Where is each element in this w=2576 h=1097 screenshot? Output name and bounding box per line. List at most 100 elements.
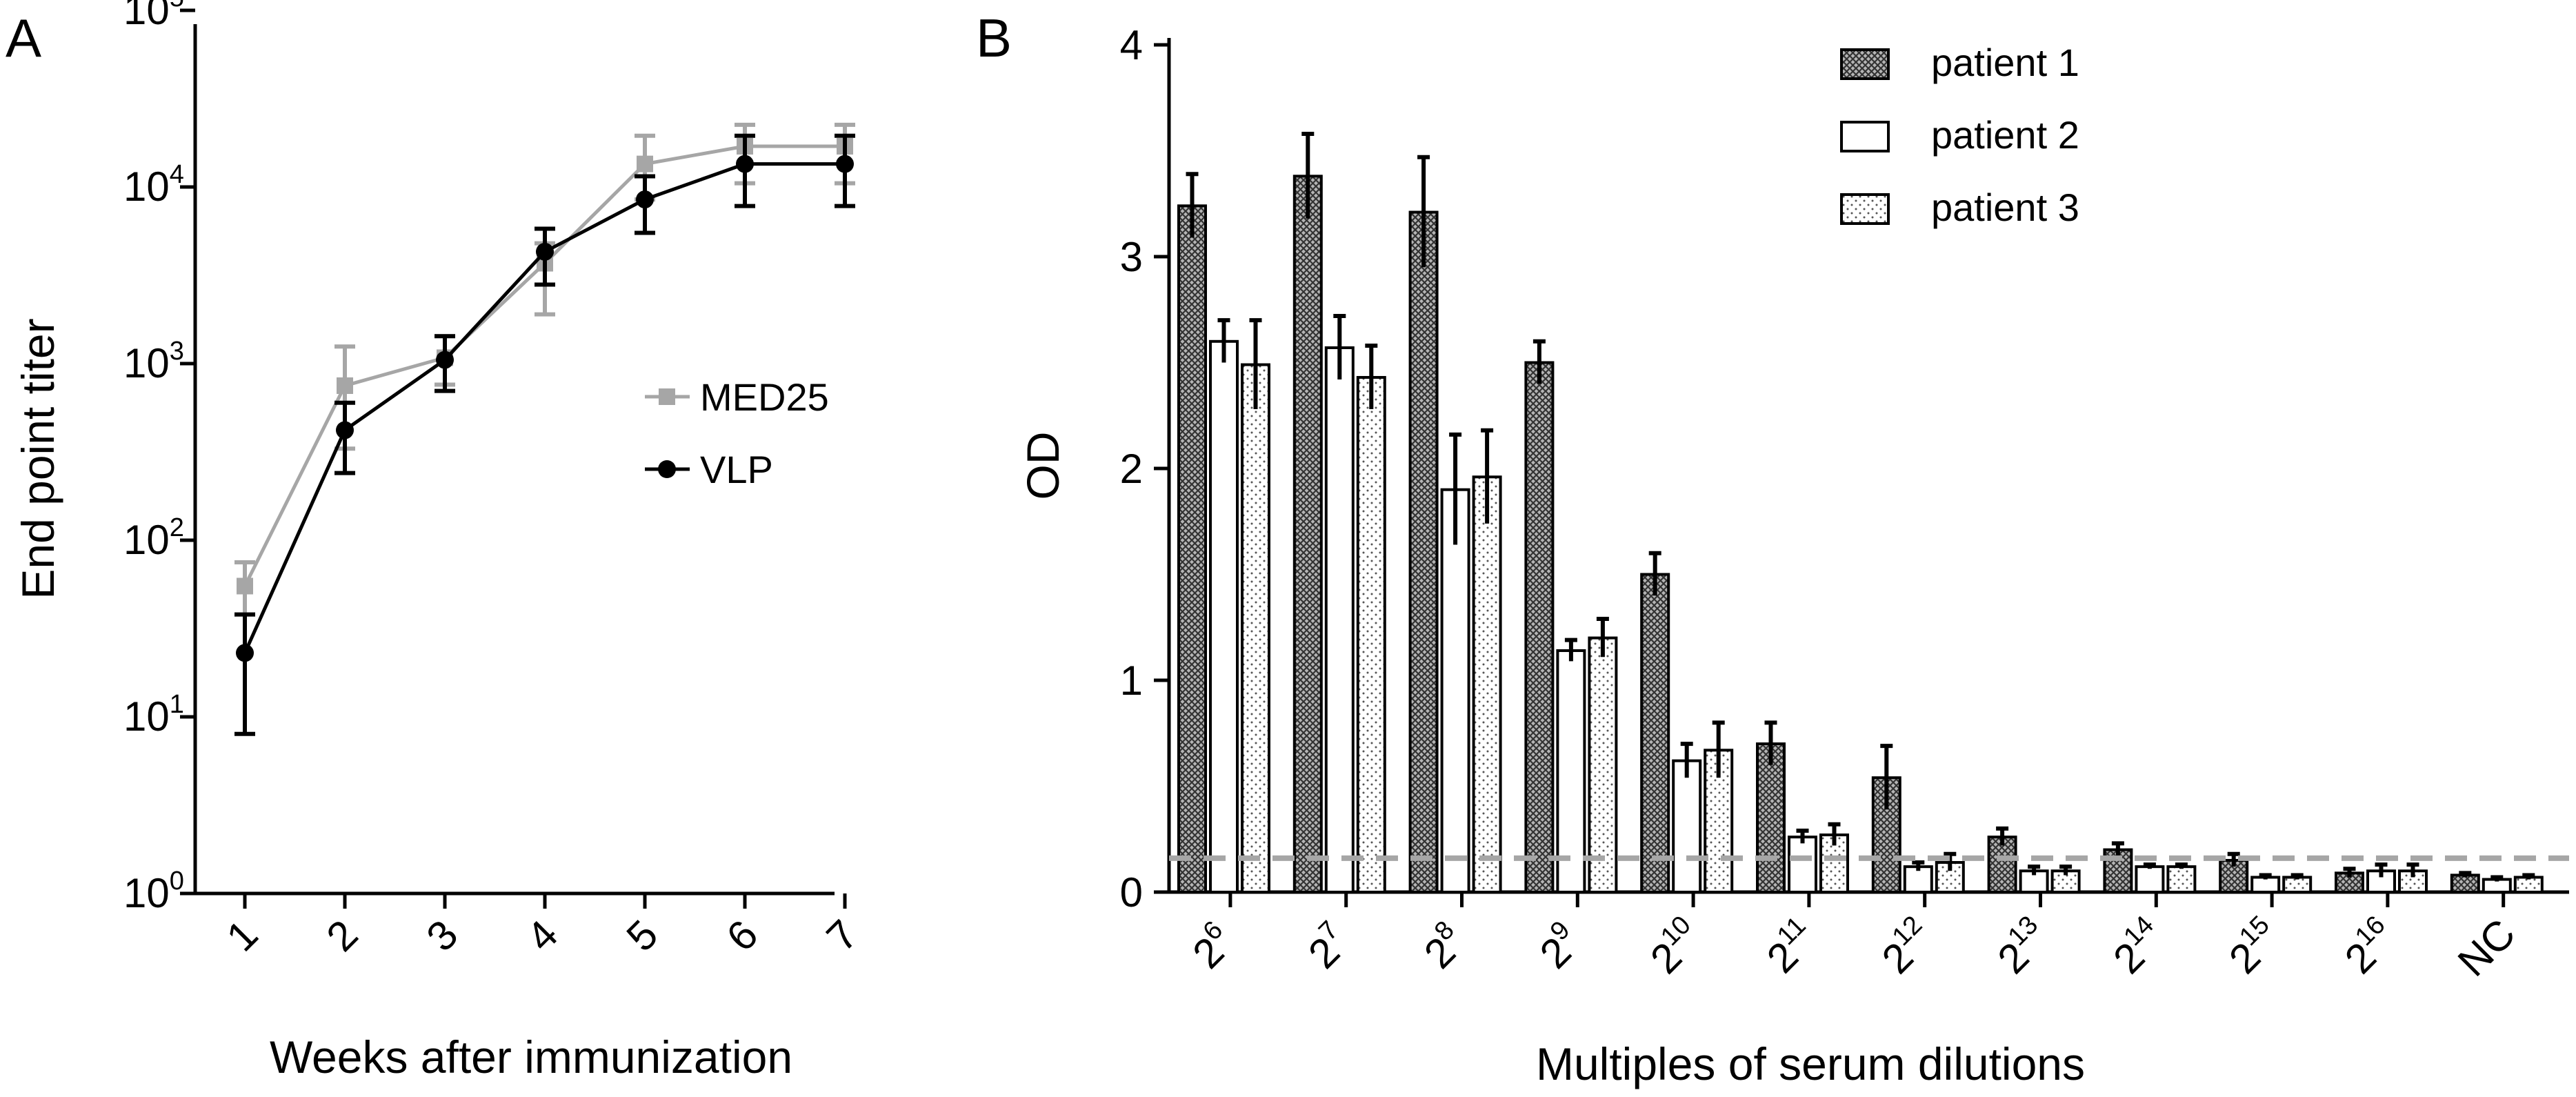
bar-patient-2-error-bar (2143, 862, 2156, 869)
panel-b-x-tick-label: 214 (2102, 911, 2174, 982)
panel-a-y-tick-label: 105 (123, 0, 184, 33)
panel-b-x-tick-label: 212 (1870, 911, 1942, 982)
panel-b-x-tick-label: 213 (1986, 911, 2058, 982)
legend-vlp-label: VLP (700, 448, 773, 491)
bar-patient-1-error-bar (1186, 172, 1199, 238)
legend-patient-2-label: patient 2 (1931, 113, 2079, 157)
panel-a-y-axis-label: End point titer (12, 318, 63, 599)
bar-patient-3-error-bar (1596, 616, 1609, 658)
series-vlp-point (236, 644, 254, 662)
panel-a-line-chart: 100 101 102 103 104 105 1 2 3 4 5 6 7 End point tit… (12, 0, 867, 1083)
series-vlp-error-bar (234, 612, 255, 736)
panel-a-y-tick-label: 101 (123, 690, 184, 740)
bar-patient-1-error-bar (1417, 155, 1430, 268)
bar-patient-2-error-bar (1564, 638, 1577, 662)
bar-patient-1 (2450, 873, 2480, 893)
panel-a-y-tick-label: 102 (123, 513, 184, 563)
bar-patient-1-error-bar (2459, 871, 2472, 878)
bar-patient-2 (1788, 836, 1817, 894)
series-vlp (234, 133, 855, 736)
bar-patient-2-error-bar (1912, 860, 1925, 871)
bar-patient-1-error-bar (2111, 841, 2124, 856)
series-patient-2 (1209, 313, 2512, 894)
panel-b-x-tick-label: 215 (2218, 911, 2290, 982)
series-patient-1 (1177, 131, 2480, 894)
bar-patient-3-error-bar (1944, 851, 1957, 871)
series-med25-point (337, 377, 353, 394)
bar-patient-2 (2135, 865, 2165, 894)
legend-patient-2-swatch (1840, 121, 1890, 152)
series-vlp-point (736, 155, 754, 173)
legend-patient-3-label: patient 3 (1931, 186, 2079, 229)
bar-patient-1-error-bar (1764, 720, 1777, 765)
bar-patient-3-error-bar (2175, 862, 2188, 869)
bar-patient-2-error-bar (2490, 875, 2504, 882)
legend-med25-marker (659, 388, 675, 405)
panel-a-y-tick-label: 104 (123, 160, 184, 210)
bar-patient-2-error-bar (1680, 742, 1693, 778)
bar-patient-3 (2166, 865, 2197, 894)
legend-patient-1-swatch (1840, 48, 1890, 80)
panel-b-x-tick-label: 26 (1181, 916, 1243, 977)
series-med25-line (243, 144, 845, 587)
panel-b-x-tick-label: 211 (1755, 911, 1826, 982)
series-vlp-point (836, 155, 854, 173)
bar-patient-3-error-bar (2522, 873, 2535, 880)
panel-a-y-tick-label: 103 (123, 337, 184, 386)
panel-letter-b: B (976, 8, 1012, 68)
bar-patient-2 (1440, 488, 1470, 893)
bar-patient-2-error-bar (1449, 432, 1462, 545)
bar-patient-3 (1241, 363, 1270, 893)
bar-patient-1-error-bar (1880, 744, 1893, 810)
bar-patient-2-error-bar (1217, 318, 1230, 363)
series-vlp-point (536, 242, 554, 261)
series-med25 (234, 122, 855, 617)
series-vlp-point (336, 421, 354, 439)
bar-patient-3 (2513, 876, 2544, 894)
bar-patient-2-error-bar (2375, 862, 2388, 878)
panel-b-x-tick-label: NC (2449, 910, 2524, 985)
bar-patient-1 (1524, 361, 1555, 893)
panel-b-bar-chart: 0 1 2 3 4 26 27 28 29 210 211 212 213 214 215 216 NC OD… (1017, 22, 2569, 1089)
bar-patient-1 (1177, 204, 1207, 893)
bar-patient-2-error-bar (1796, 828, 1809, 844)
bar-patient-3-error-bar (1481, 428, 1494, 524)
panel-b-x-tick-label: 28 (1413, 916, 1475, 977)
series-med25-point (237, 577, 253, 595)
bar-patient-2-error-bar (1333, 313, 1346, 380)
panel-b-x-tick-label: 210 (1639, 911, 1711, 982)
bar-patient-1 (1987, 836, 2017, 894)
bar-patient-1 (1292, 175, 1323, 894)
panel-b-y-axis-label: OD (1017, 432, 1068, 500)
bar-patient-1-error-bar (1301, 131, 1315, 219)
panel-a-x-tick-label: 1 (218, 911, 267, 960)
panel-a-x-tick-label: 7 (818, 911, 867, 960)
bar-patient-3-error-bar (1365, 343, 1378, 410)
panel-b-y-tick-label: 2 (1120, 446, 1143, 492)
bar-patient-2 (1209, 339, 1239, 893)
bar-patient-2 (1556, 649, 1586, 894)
bar-patient-3 (1588, 636, 1618, 893)
series-vlp-point (436, 350, 454, 369)
bar-patient-1-error-bar (2343, 867, 2356, 878)
bar-patient-2 (2250, 876, 2281, 894)
series-med25-point (637, 155, 653, 172)
series-patient-3 (1241, 318, 2544, 894)
panel-b-y-tick-label: 0 (1120, 869, 1143, 916)
panel-b-x-axis-label: Multiples of serum dilutions (1536, 1038, 2085, 1089)
bar-patient-1-error-bar (1532, 339, 1546, 384)
bar-patient-1 (1408, 210, 1439, 893)
bar-patient-3-error-bar (1712, 720, 1725, 778)
bar-patient-2 (1672, 759, 1702, 894)
panel-b-x-tick-label: 29 (1528, 916, 1590, 977)
panel-a-x-tick-label: 3 (418, 911, 467, 960)
bar-patient-3-error-bar (1828, 822, 1841, 846)
panel-b-y-tick-label: 3 (1120, 234, 1143, 280)
bar-patient-3-error-bar (2059, 864, 2073, 876)
legend-vlp-marker (658, 460, 676, 478)
panel-b-x-tick-label: 27 (1297, 916, 1359, 977)
panel-a-x-axis-label: Weeks after immunization (270, 1031, 792, 1083)
bar-patient-3 (2282, 876, 2313, 894)
legend-patient-1-label: patient 1 (1931, 41, 2079, 84)
